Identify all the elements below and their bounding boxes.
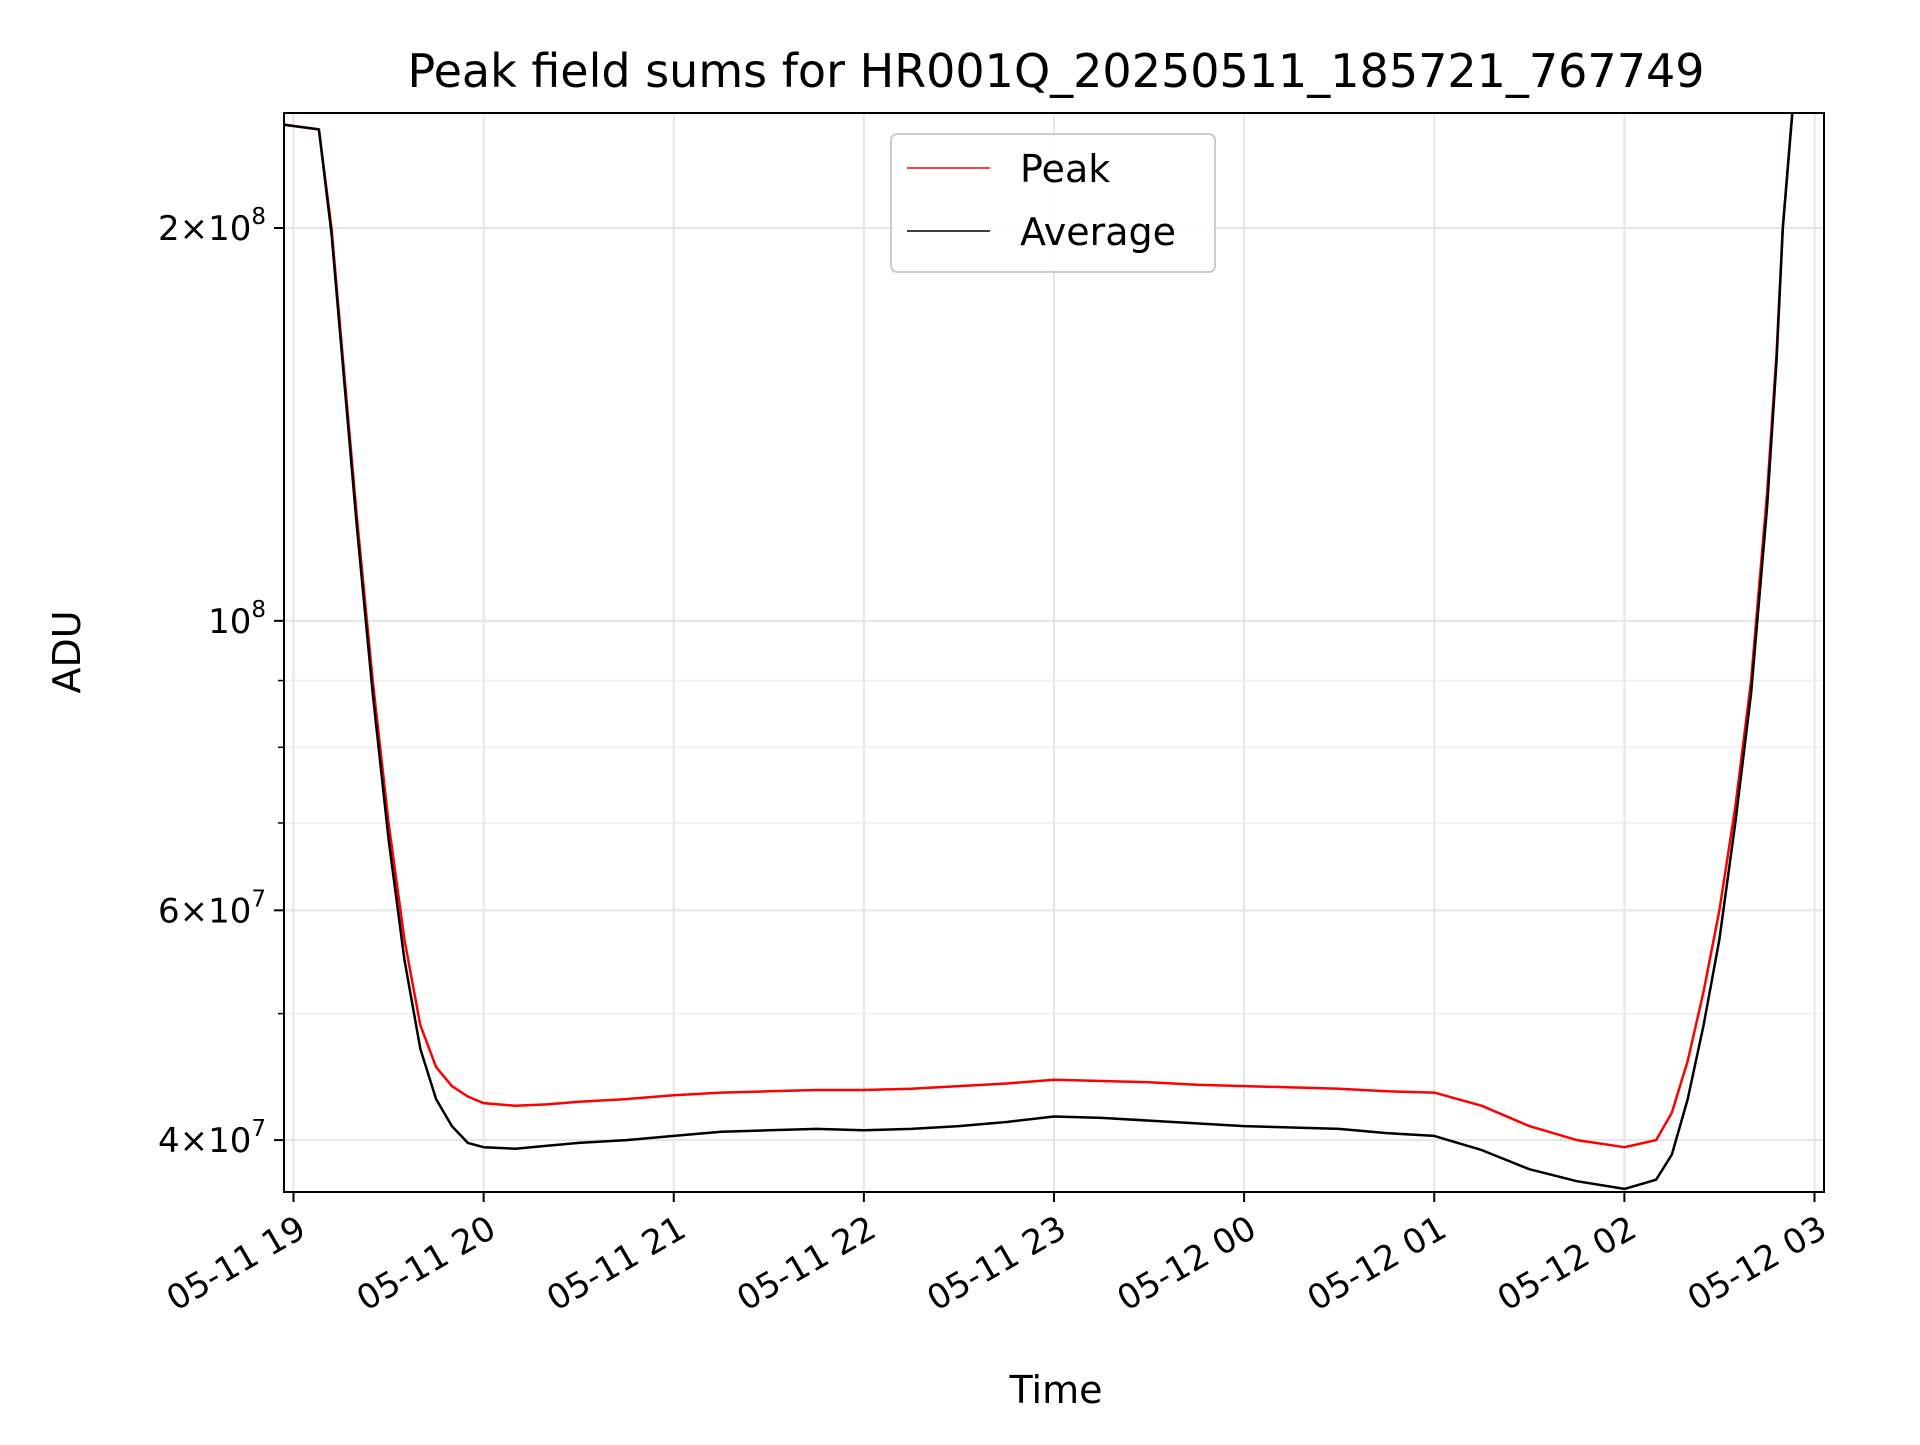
y-axis: 4×107 6×107 108 2×108 (158, 204, 284, 1161)
y-tick-label: 6×107 (158, 886, 266, 931)
series-line-average (283, 112, 1794, 1191)
legend-label-average: Average (1020, 210, 1176, 254)
y-tick-label: 2×108 (158, 204, 266, 249)
grid (284, 113, 1824, 1192)
y-tick-label: 108 (208, 597, 266, 642)
plot-lines (283, 112, 1794, 1191)
y-tick-label: 4×107 (158, 1116, 266, 1161)
y-axis-label: ADU (45, 610, 89, 693)
legend: Peak Average (890, 133, 1216, 273)
chart-title: Peak field sums for HR001Q_20250511_1857… (407, 44, 1704, 98)
x-axis-label: Time (1009, 1368, 1103, 1412)
series-line-peak (283, 112, 1794, 1149)
legend-label-peak: Peak (1020, 147, 1110, 191)
